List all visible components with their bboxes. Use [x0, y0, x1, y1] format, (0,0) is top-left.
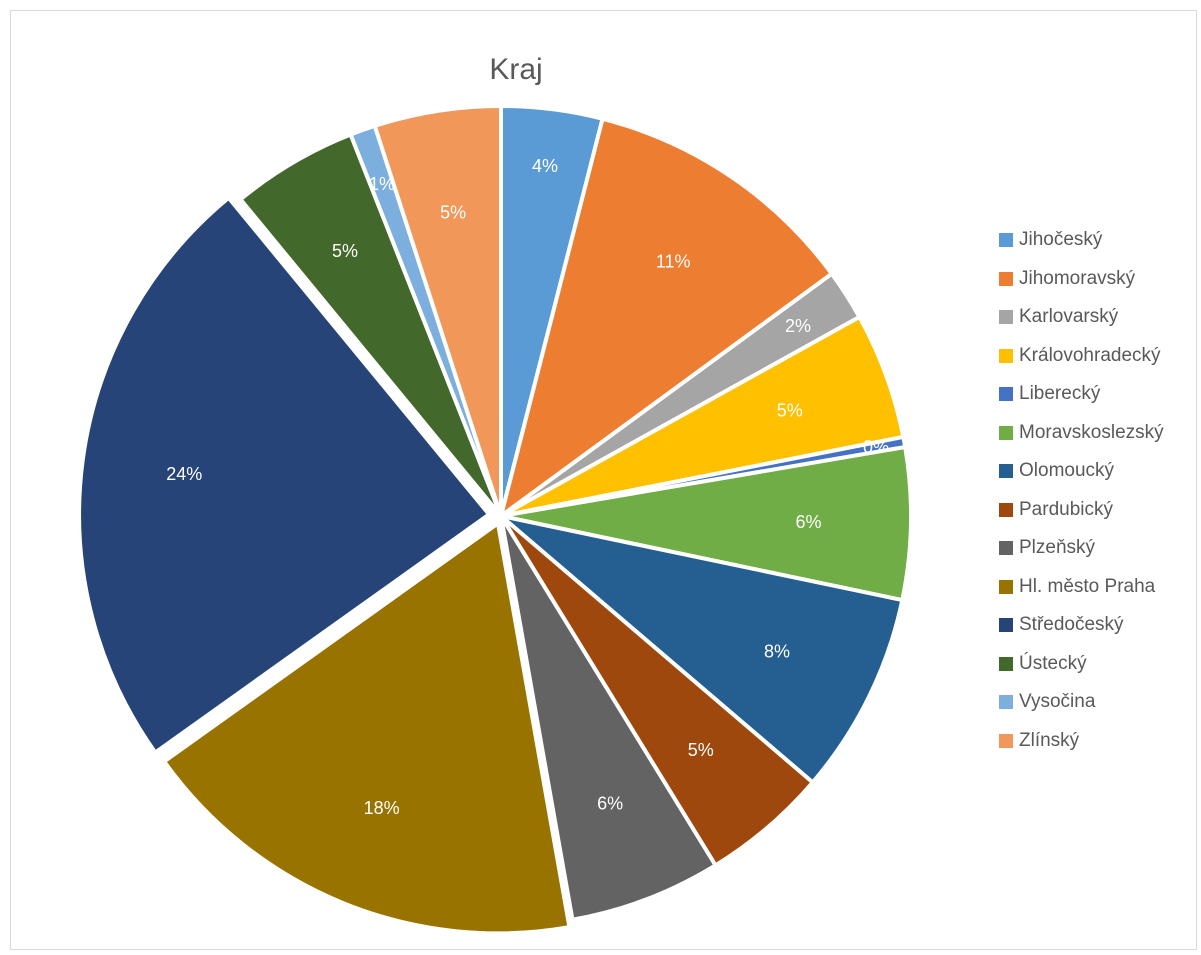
legend-swatch	[999, 541, 1013, 555]
pie-slice-9	[499, 514, 718, 922]
legend-item-13: Vysočina	[999, 691, 1201, 713]
legend-label: Moravskoslezský	[1019, 421, 1164, 443]
legend-swatch	[999, 464, 1013, 478]
chart-title: Kraj	[489, 53, 543, 86]
legend-swatch	[999, 310, 1013, 324]
legend-label: Hl. město Praha	[1019, 575, 1156, 597]
legend-label: Vysočina	[1019, 691, 1096, 712]
data-label-3: 2%	[785, 316, 811, 336]
legend-label: Jihočeský	[1019, 229, 1103, 250]
legend-label: Pardubický	[1019, 498, 1113, 520]
legend-label: Olomoucký	[1019, 460, 1115, 481]
legend-swatch	[999, 233, 1013, 247]
legend-swatch	[999, 695, 1013, 709]
legend-label: Zlínský	[1019, 729, 1080, 751]
legend-swatch	[999, 271, 1013, 286]
legend-item-4: Královohradecký	[999, 345, 1201, 367]
pie-slice-6	[499, 445, 913, 603]
legend-item-2: Jihomoravský	[999, 268, 1201, 290]
legend-item-9: Plzeňský	[999, 537, 1201, 559]
legend-item-12: Ústecký	[999, 653, 1201, 675]
data-label-11: 24%	[166, 464, 202, 484]
chart-frame: Kraj 4% 11% 2% 5% 0% 6% 8% 5% 6% 18% 24% 5% 1% 5% Jih…	[10, 10, 1197, 950]
legend-label: Královohradecký	[1019, 344, 1161, 366]
legend-label: Středočeský	[1019, 614, 1124, 635]
legend-item-5: Liberecký	[999, 383, 1201, 405]
pie-slice-14	[372, 104, 503, 518]
legend-item-1: Jihočeský	[999, 229, 1201, 251]
data-label-7: 8%	[764, 642, 790, 662]
pie-slice-10	[162, 521, 572, 936]
data-label-4: 5%	[777, 400, 803, 420]
pie-slice-11	[77, 195, 492, 755]
data-label-13: 1%	[369, 174, 395, 194]
legend: Jihočeský Jihomoravský Karlovarský Královoh…	[999, 229, 1201, 768]
legend-swatch	[999, 656, 1013, 671]
legend-item-8: Pardubický	[999, 499, 1201, 521]
legend-swatch	[999, 387, 1013, 401]
legend-item-14: Zlínský	[999, 730, 1201, 752]
legend-label: Karlovarský	[1019, 306, 1119, 327]
legend-item-3: Karlovarský	[999, 306, 1201, 328]
data-label-1: 4%	[532, 156, 558, 176]
legend-item-10: Hl. město Praha	[999, 576, 1201, 598]
data-label-9: 6%	[597, 793, 623, 813]
pie-slice-2	[499, 116, 834, 518]
legend-item-6: Moravskoslezský	[999, 422, 1201, 444]
pie-chart: 4%11%2%5%0%6%8%5%6%18%24%5%1%5%	[77, 104, 913, 936]
legend-swatch	[999, 502, 1013, 517]
legend-swatch	[999, 348, 1013, 363]
pie-slice-7	[499, 514, 905, 785]
legend-label: Ústecký	[1019, 652, 1087, 674]
legend-swatch	[999, 618, 1013, 632]
legend-label: Liberecký	[1019, 383, 1101, 404]
legend-swatch	[999, 733, 1013, 748]
legend-label: Jihomoravský	[1019, 267, 1136, 289]
legend-label: Plzeňský	[1019, 537, 1096, 558]
data-label-2: 11%	[656, 251, 691, 271]
legend-swatch	[999, 579, 1013, 594]
data-label-12: 5%	[332, 241, 358, 261]
data-label-10: 18%	[364, 798, 400, 818]
data-label-14: 5%	[440, 202, 466, 222]
data-label-6: 6%	[795, 512, 821, 532]
data-label-8: 5%	[688, 740, 714, 760]
legend-item-11: Středočeský	[999, 614, 1201, 636]
legend-swatch	[999, 425, 1013, 440]
legend-item-7: Olomoucký	[999, 460, 1201, 482]
